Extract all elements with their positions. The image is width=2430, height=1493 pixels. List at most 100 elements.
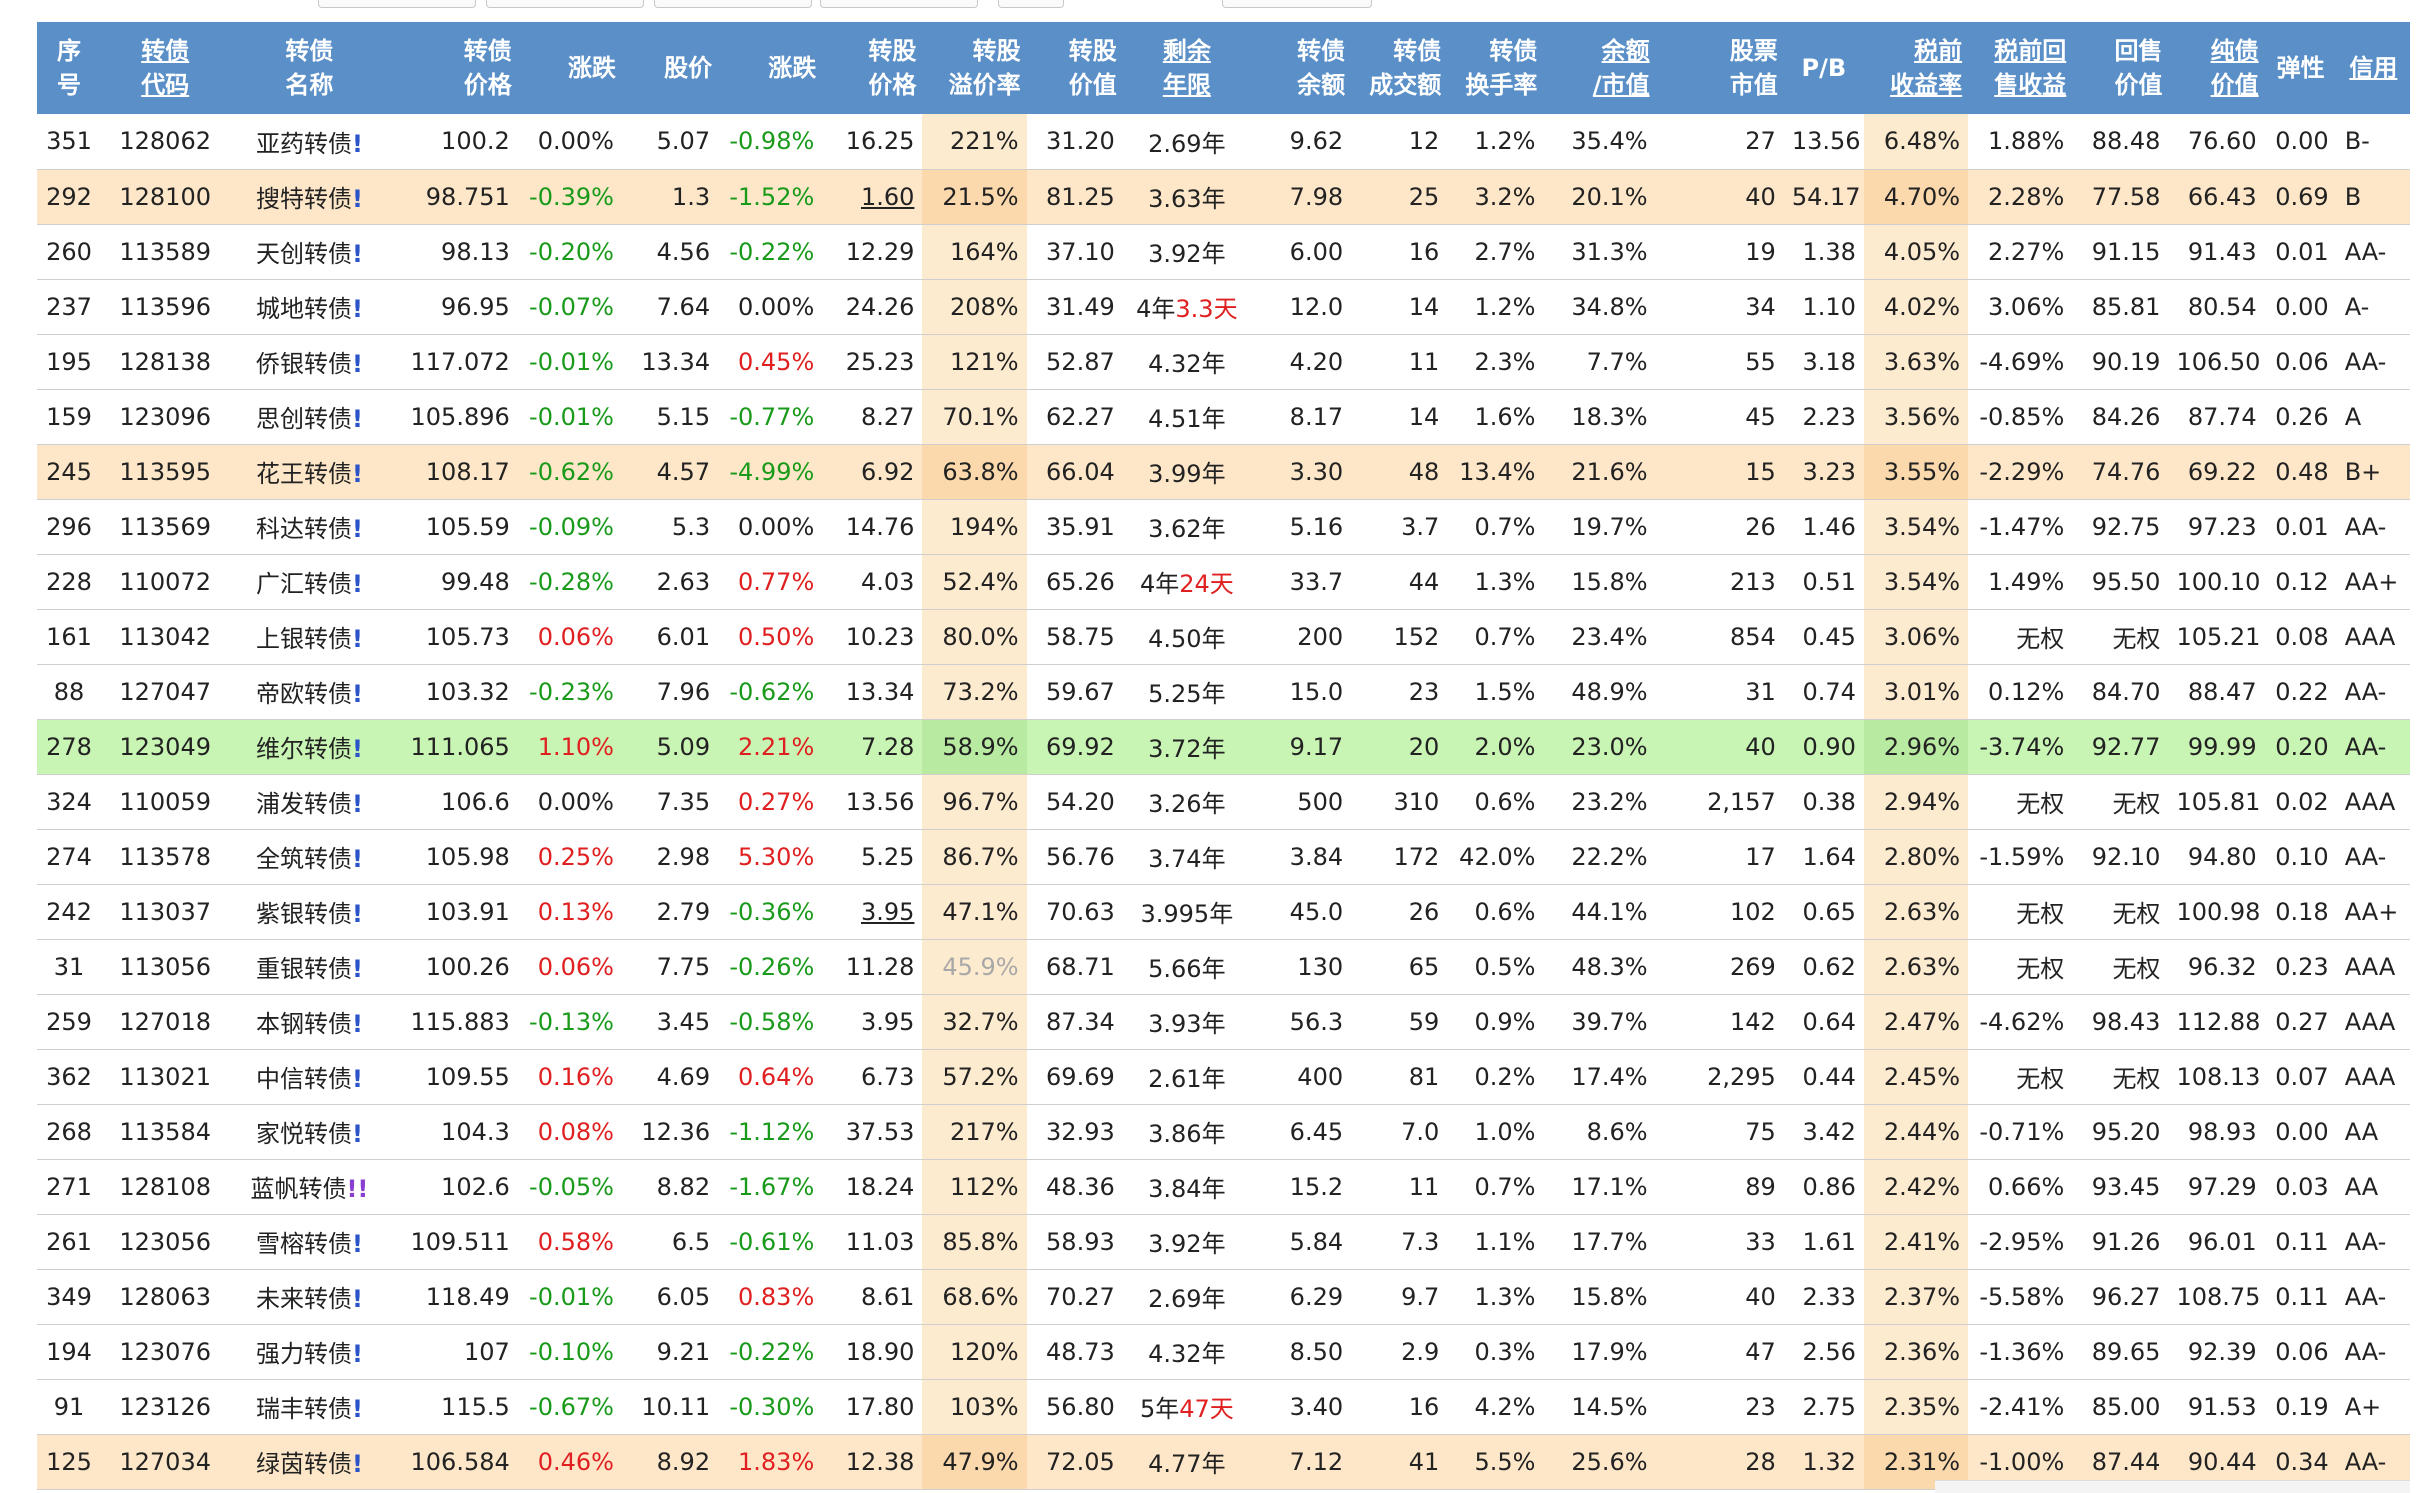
bond-name[interactable]: 全筑转债 bbox=[255, 845, 352, 873]
header-remain[interactable]: 剩余 年限 bbox=[1122, 22, 1251, 114]
bond-name[interactable]: 本钢转债 bbox=[255, 1010, 352, 1038]
cell-name[interactable]: 家悦转债! bbox=[229, 1104, 390, 1160]
table-row[interactable]: 268 113584 家悦转债! 104.3 0.08% 12.36 -1.12% 37.53… bbox=[37, 1104, 2410, 1160]
cell-code[interactable]: 123056 bbox=[101, 1214, 230, 1270]
header-putytm[interactable]: 税前回 售收益 bbox=[1968, 22, 2073, 114]
table-row[interactable]: 88 127047 帝欧转债! 103.32 -0.23% 7.96 -0.62% 13.34… bbox=[37, 664, 2410, 720]
table-row[interactable]: 324 110059 浦发转债! 106.6 0.00% 7.35 0.27% 13.56 96… bbox=[37, 774, 2410, 830]
info-mark-icon[interactable]: ! bbox=[351, 185, 363, 213]
cell-name[interactable]: 蓝帆转债!! bbox=[229, 1159, 390, 1215]
cell-name[interactable]: 本钢转债! bbox=[229, 994, 390, 1050]
filter-button[interactable] bbox=[998, 0, 1064, 8]
cell-code[interactable]: 113037 bbox=[101, 884, 230, 940]
info-mark-icon[interactable]: ! bbox=[351, 1340, 363, 1368]
info-mark-icon[interactable]: ! bbox=[351, 460, 363, 488]
info-mark-icon[interactable]: ! bbox=[351, 1010, 363, 1038]
info-mark-icon[interactable]: ! bbox=[351, 1120, 363, 1148]
bond-name[interactable]: 维尔转债 bbox=[255, 735, 352, 763]
table-row[interactable]: 296 113569 科达转债! 105.59 -0.09% 5.3 0.00% 14.76 1… bbox=[37, 499, 2410, 555]
cell-name[interactable]: 瑞丰转债! bbox=[229, 1379, 390, 1435]
bond-name[interactable]: 侨银转债 bbox=[255, 350, 352, 378]
table-row[interactable]: 245 113595 花王转债! 108.17 -0.62% 4.57 -4.99% 6.92… bbox=[37, 444, 2410, 500]
cell-code[interactable]: 123049 bbox=[101, 719, 230, 775]
cell-name[interactable]: 未来转债! bbox=[229, 1269, 390, 1325]
cell-code[interactable]: 127047 bbox=[101, 664, 230, 720]
cell-name[interactable]: 侨银转债! bbox=[229, 334, 390, 390]
cell-code[interactable]: 113569 bbox=[101, 499, 230, 555]
cell-name[interactable]: 中信转债! bbox=[229, 1049, 390, 1105]
cell-code[interactable]: 113596 bbox=[101, 279, 230, 335]
bond-name[interactable]: 雪榕转债 bbox=[255, 1230, 352, 1258]
info-mark-icon[interactable]: ! bbox=[351, 515, 363, 543]
table-row[interactable]: 271 128108 蓝帆转债!! 102.6 -0.05% 8.82 -1.67% 18.2… bbox=[37, 1159, 2410, 1215]
bond-name[interactable]: 广汇转债 bbox=[255, 570, 352, 598]
info-mark-icon[interactable]: ! bbox=[351, 900, 363, 928]
header-bondval[interactable]: 纯债 价值 bbox=[2168, 22, 2265, 114]
cell-code[interactable]: 128063 bbox=[101, 1269, 230, 1325]
table-row[interactable]: 91 123126 瑞丰转债! 115.5 -0.67% 10.11 -0.30% 17.80… bbox=[37, 1379, 2410, 1435]
cell-code[interactable]: 123126 bbox=[101, 1379, 230, 1435]
cell-code[interactable]: 113578 bbox=[101, 829, 230, 885]
cell-name[interactable]: 思创转债! bbox=[229, 389, 390, 445]
header-code[interactable]: 转债 代码 bbox=[101, 22, 230, 114]
header-ratio[interactable]: 余额/市值 bbox=[1543, 22, 1656, 114]
bond-name[interactable]: 重银转债 bbox=[255, 955, 352, 983]
cell-code[interactable]: 128108 bbox=[101, 1159, 230, 1215]
bond-name[interactable]: 蓝帆转债 bbox=[250, 1175, 347, 1203]
bond-name[interactable]: 紫银转债 bbox=[255, 900, 352, 928]
cell-code[interactable]: 113056 bbox=[101, 939, 230, 995]
table-row[interactable]: 161 113042 上银转债! 105.73 0.06% 6.01 0.50% 10.23 8… bbox=[37, 609, 2410, 665]
bond-name[interactable]: 天创转债 bbox=[255, 240, 352, 268]
table-row[interactable]: 292 128100 搜特转债! 98.751 -0.39% 1.3 -1.52% 1.60 2… bbox=[37, 169, 2410, 225]
filter-input-3[interactable] bbox=[654, 0, 812, 8]
header-ytm[interactable]: 税前 收益率 bbox=[1863, 22, 1969, 114]
filter-input-1[interactable] bbox=[318, 0, 476, 8]
cell-name[interactable]: 维尔转债! bbox=[229, 719, 390, 775]
cell-code[interactable]: 113042 bbox=[101, 609, 230, 665]
info-mark-icon[interactable]: ! bbox=[351, 1230, 363, 1258]
table-row[interactable]: 362 113021 中信转债! 109.55 0.16% 4.69 0.64% 6.73 57… bbox=[37, 1049, 2410, 1105]
cell-name[interactable]: 花王转债! bbox=[229, 444, 390, 500]
cell-code[interactable]: 128138 bbox=[101, 334, 230, 390]
info-mark-icon[interactable]: ! bbox=[351, 240, 363, 268]
cell-code[interactable]: 123096 bbox=[101, 389, 230, 445]
info-mark-icon[interactable]: ! bbox=[351, 845, 363, 873]
info-mark-icon[interactable]: ! bbox=[351, 955, 363, 983]
table-row[interactable]: 194 123076 强力转债! 107 -0.10% 9.21 -0.22% 18.90 12… bbox=[37, 1324, 2410, 1380]
table-row[interactable]: 242 113037 紫银转债! 103.91 0.13% 2.79 -0.36% 3.95 4… bbox=[37, 884, 2410, 940]
bond-name[interactable]: 思创转债 bbox=[255, 405, 352, 433]
cell-code[interactable]: 110072 bbox=[101, 554, 230, 610]
bond-name[interactable]: 花王转债 bbox=[255, 460, 352, 488]
bond-name[interactable]: 科达转债 bbox=[255, 515, 352, 543]
info-mark-icon[interactable]: ! bbox=[351, 625, 363, 653]
bond-name[interactable]: 未来转债 bbox=[255, 1285, 352, 1313]
cell-name[interactable]: 重银转债! bbox=[229, 939, 390, 995]
info-mark-icon[interactable]: ! bbox=[351, 570, 363, 598]
cell-name[interactable]: 搜特转债! bbox=[229, 169, 390, 225]
table-row[interactable]: 228 110072 广汇转债! 99.48 -0.28% 2.63 0.77% 4.03 52… bbox=[37, 554, 2410, 610]
info-mark-icon[interactable]: ! bbox=[351, 1285, 363, 1313]
cell-code[interactable]: 127034 bbox=[101, 1434, 230, 1490]
table-row[interactable]: 125 127034 绿茵转债! 106.584 0.46% 8.92 1.83% 12.38… bbox=[37, 1434, 2410, 1490]
cell-name[interactable]: 帝欧转债! bbox=[229, 664, 390, 720]
cell-code[interactable]: 113584 bbox=[101, 1104, 230, 1160]
cell-code[interactable]: 123076 bbox=[101, 1324, 230, 1380]
table-row[interactable]: 195 128138 侨银转债! 117.072 -0.01% 13.34 0.45% 25.… bbox=[37, 334, 2410, 390]
table-row[interactable]: 31 113056 重银转债! 100.26 0.06% 7.75 -0.26% 11.28 4… bbox=[37, 939, 2410, 995]
info-mark-icon[interactable]: ! bbox=[351, 129, 363, 158]
cell-code[interactable]: 113021 bbox=[101, 1049, 230, 1105]
cell-name[interactable]: 科达转债! bbox=[229, 499, 390, 555]
table-row[interactable]: 349 128063 未来转债! 118.49 -0.01% 6.05 0.83% 8.61 6… bbox=[37, 1269, 2410, 1325]
bond-name[interactable]: 亚药转债 bbox=[255, 129, 352, 158]
cell-name[interactable]: 雪榕转债! bbox=[229, 1214, 390, 1270]
info-mark-icon[interactable]: ! bbox=[351, 680, 363, 708]
bond-name[interactable]: 瑞丰转债 bbox=[255, 1395, 352, 1423]
info-mark-icon[interactable]: ! bbox=[351, 1395, 363, 1423]
table-row[interactable]: 274 113578 全筑转债! 105.98 0.25% 2.98 5.30% 5.25 86… bbox=[37, 829, 2410, 885]
info-mark-icon[interactable]: ! bbox=[351, 735, 363, 763]
cell-code[interactable]: 113595 bbox=[101, 444, 230, 500]
bond-name[interactable]: 城地转债 bbox=[255, 295, 352, 323]
bond-name[interactable]: 绿茵转债 bbox=[255, 1450, 352, 1478]
header-rating[interactable]: 信用 bbox=[2336, 22, 2410, 114]
cell-name[interactable]: 全筑转债! bbox=[229, 829, 390, 885]
